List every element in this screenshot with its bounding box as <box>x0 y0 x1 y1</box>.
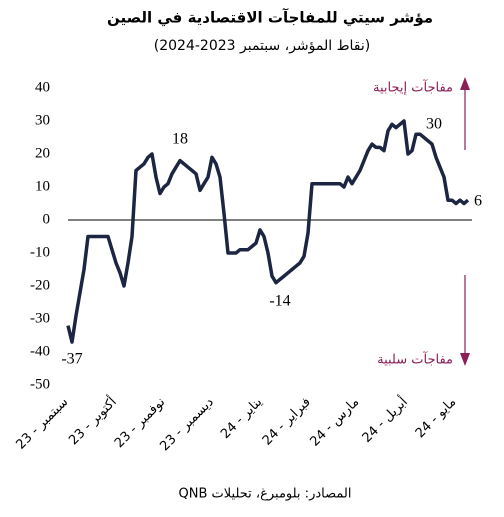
x-tick-label: سبتمبر - 23 <box>13 395 71 453</box>
chart-subtitle: (نقاط المؤشر، سبتمبر 2023-2024) <box>154 38 371 54</box>
positive-arrow <box>460 77 470 366</box>
annotation: 6 <box>474 193 482 210</box>
y-tick-label: 20 <box>35 145 50 161</box>
y-tick-label: 40 <box>35 79 50 95</box>
annotation: -37 <box>61 351 82 368</box>
x-tick-label: فبراير - 24 <box>260 395 314 449</box>
y-tick-label: 10 <box>35 178 50 194</box>
y-tick-label: -20 <box>30 277 50 293</box>
x-tick-label: مايو - 24 <box>413 395 460 442</box>
y-tick-label: 30 <box>35 112 50 128</box>
chart-title: مؤشر سيتي للمفاجآت الاقتصادية في الصين <box>107 9 433 27</box>
source: المصادر: بلومبرغ، تحليلات QNB <box>179 487 352 502</box>
y-tick-label: -40 <box>30 343 50 359</box>
annotation: 18 <box>172 131 188 148</box>
y-tick-label: -50 <box>30 376 50 392</box>
positive-label: مفاجآت إيجابية <box>373 79 453 96</box>
annotation: -14 <box>269 293 290 310</box>
annotation: 30 <box>426 116 442 133</box>
x-tick-label: مارس - 24 <box>307 395 362 450</box>
x-tick-label: يناير - 24 <box>218 394 266 442</box>
negative-label: مفاجآت سلبية <box>377 351 453 368</box>
line <box>66 119 470 344</box>
y-tick-label: 0 <box>43 211 51 227</box>
y-tick-label: -10 <box>30 244 50 260</box>
y-tick-label: -30 <box>30 310 50 326</box>
x-tick-label: أبريل - 24 <box>358 393 411 446</box>
